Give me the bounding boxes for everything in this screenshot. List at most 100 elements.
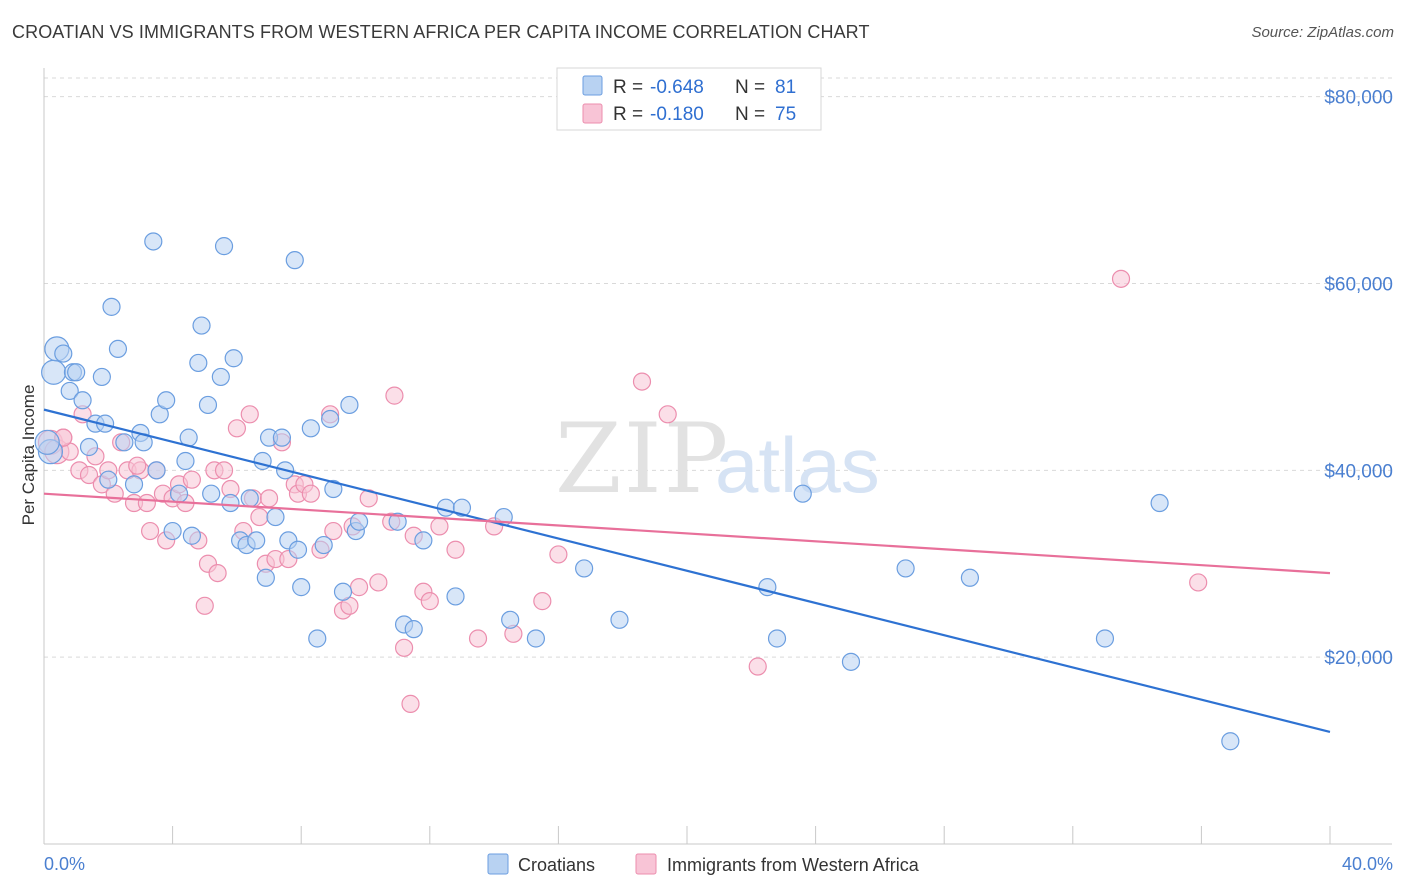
- western-africa-point: [208, 563, 227, 583]
- croatians-point: [314, 535, 333, 555]
- croatians-point: [292, 578, 311, 597]
- croatians-point: [73, 391, 92, 410]
- legend-n-label: N =: [735, 104, 765, 125]
- bottom-legend-label-western-africa: Immigrants from Western Africa: [667, 855, 920, 875]
- croatians-point: [446, 587, 465, 606]
- y-tick-label: $80,000: [1324, 88, 1393, 109]
- western-africa-point: [658, 405, 677, 424]
- western-africa-point: [128, 456, 147, 475]
- western-africa-point: [1111, 269, 1131, 288]
- croatians-point: [321, 409, 340, 429]
- croatians-point: [404, 620, 423, 639]
- western-africa-point: [632, 372, 652, 391]
- croatians-point: [288, 540, 308, 559]
- croatians-point: [182, 526, 201, 545]
- western-africa-point: [349, 578, 369, 597]
- western-africa-point: [227, 419, 246, 438]
- y-tick-label: $20,000: [1324, 648, 1393, 669]
- croatians-point: [575, 559, 594, 578]
- croatians-point: [841, 652, 861, 671]
- legend-n-value: 75: [775, 104, 796, 125]
- croatians-point: [79, 437, 99, 457]
- croatians-point: [285, 251, 304, 270]
- croatians-point: [896, 559, 915, 578]
- croatians-point: [388, 512, 407, 531]
- western-africa-point: [549, 545, 568, 564]
- y-tick-label: $40,000: [1324, 461, 1393, 482]
- croatians-point: [211, 367, 230, 387]
- croatians-point: [54, 344, 73, 363]
- croatians-point: [247, 531, 266, 550]
- western-africa-point: [301, 484, 320, 503]
- western-africa-point: [79, 465, 99, 485]
- western-africa-point: [533, 592, 552, 611]
- bottom-legend-label-croatians: Croatians: [518, 855, 595, 875]
- croatians-point: [176, 451, 195, 471]
- croatians-point: [163, 521, 182, 541]
- croatians-point: [526, 629, 545, 648]
- western-africa-point: [182, 470, 201, 489]
- western-africa-point: [1189, 573, 1208, 592]
- western-africa-point: [140, 521, 160, 541]
- croatians-point: [202, 484, 221, 503]
- croatians-point: [1150, 493, 1169, 513]
- bottom-legend: Croatians Immigrants from Western Africa: [487, 853, 920, 875]
- western-africa-point: [385, 386, 404, 405]
- croatians-point: [192, 316, 211, 335]
- croatians-point: [169, 484, 189, 503]
- croatians-point: [767, 629, 787, 648]
- croatians-point: [436, 498, 455, 517]
- croatians-point: [301, 419, 320, 438]
- x-tick-label-min: 0.0%: [44, 854, 85, 874]
- legend-r-label: R =: [613, 104, 643, 125]
- croatians-point: [157, 391, 176, 410]
- croatians-point: [266, 507, 285, 527]
- croatians-point: [1095, 629, 1115, 648]
- croatians-point: [340, 395, 359, 415]
- western-africa-point: [401, 694, 420, 713]
- croatians-point: [198, 395, 218, 415]
- western-africa-point: [446, 540, 465, 559]
- legend-r-label: R =: [613, 77, 643, 98]
- croatians-point: [124, 475, 144, 494]
- trend-lines: [43, 408, 1331, 733]
- western-africa-point: [137, 493, 156, 513]
- croatians-point: [256, 568, 275, 587]
- croatians-point: [34, 429, 60, 455]
- croatians-point: [189, 353, 208, 373]
- western-africa-point: [394, 638, 414, 657]
- western-africa-point: [369, 573, 388, 592]
- croatians-trend-line: [43, 408, 1331, 733]
- croatians-point: [147, 461, 166, 480]
- watermark: ZIP atlas: [555, 403, 880, 515]
- croatians-point: [60, 381, 79, 401]
- gridlines: [44, 77, 1392, 658]
- western-africa-point: [195, 596, 214, 615]
- bottom-legend-swatch-blue: [487, 853, 509, 875]
- y-tick-label: $60,000: [1324, 275, 1393, 296]
- western-africa-point: [250, 507, 269, 527]
- croatians-point: [349, 512, 369, 531]
- croatians-point: [92, 367, 111, 387]
- western-africa-point: [324, 521, 343, 541]
- croatians-point: [501, 610, 520, 629]
- legend-n-label: N =: [735, 77, 765, 98]
- legend-swatch-pink: [582, 103, 603, 124]
- croatians-point: [333, 582, 353, 601]
- top-legend: R = -0.648 N = 81 R = -0.180 N = 75: [556, 67, 822, 131]
- croatians-point: [99, 470, 118, 489]
- croatians-point: [240, 489, 259, 508]
- page-title: CROATIAN VS IMMIGRANTS FROM WESTERN AFRI…: [12, 22, 870, 42]
- croatians-point: [960, 568, 980, 587]
- croatians-point: [115, 433, 134, 452]
- y-axis-label: Per Capita Income: [19, 385, 38, 526]
- axes: $20,000 $40,000 $60,000 $80,000 0.0% 40.0%: [43, 68, 1393, 874]
- croatians-point: [324, 479, 343, 499]
- croatians-point: [108, 339, 128, 359]
- croatians-point: [793, 484, 812, 503]
- croatians-point: [414, 531, 433, 550]
- bottom-legend-swatch-pink: [635, 853, 657, 875]
- western-africa-point: [240, 405, 259, 424]
- western-africa-point: [468, 629, 488, 648]
- x-tick-label-max: 40.0%: [1342, 854, 1393, 874]
